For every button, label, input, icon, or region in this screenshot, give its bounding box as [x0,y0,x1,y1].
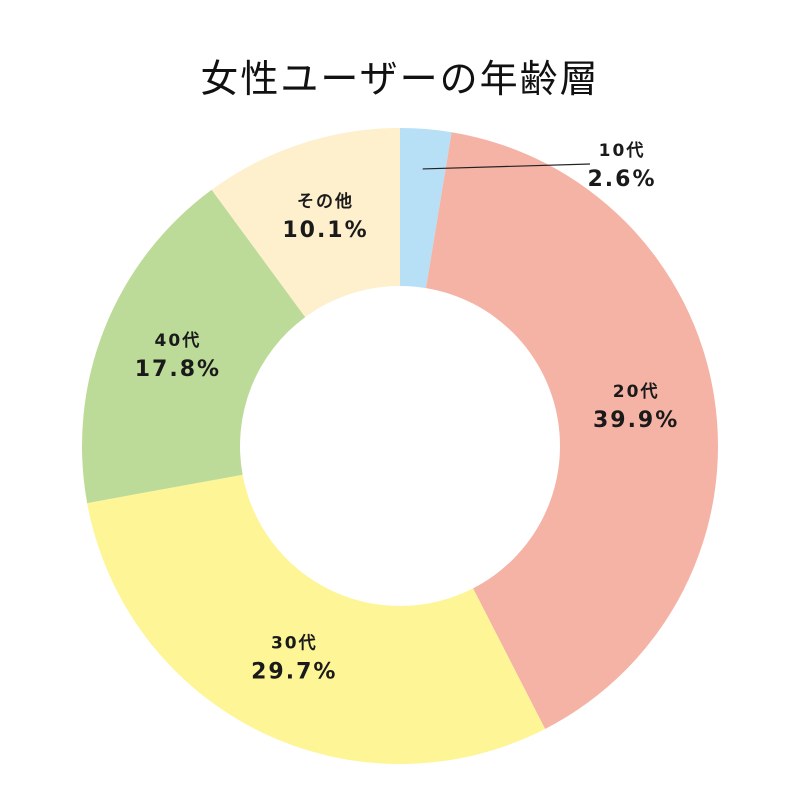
slice-category-label-4: その他 [297,191,354,212]
slice-category-label-1: 20代 [613,381,660,402]
pie-slice-2 [87,474,546,764]
slice-value-label-1: 39.9% [593,408,679,433]
slice-category-label-2: 30代 [271,632,318,653]
slice-value-label-2: 29.7% [251,659,337,684]
leader-line-0 [422,163,591,170]
chart-title: 女性ユーザーの年齢層 [200,57,600,101]
pie-slice-4 [211,128,400,318]
pie-slice-1 [425,132,719,729]
pie-slice-3 [81,189,306,504]
slices-group [81,128,719,764]
slice-value-label-0: 2.6% [587,167,656,192]
slice-value-label-3: 17.8% [135,357,221,382]
slice-category-label-3: 40代 [155,330,202,351]
slice-category-label-0: 10代 [599,140,646,161]
labels-group: 10代 2.6% 20代 39.9% 30代 29.7% 40代 17.8% その他 10.1% [135,140,679,684]
slice-value-label-4: 10.1% [282,218,368,243]
